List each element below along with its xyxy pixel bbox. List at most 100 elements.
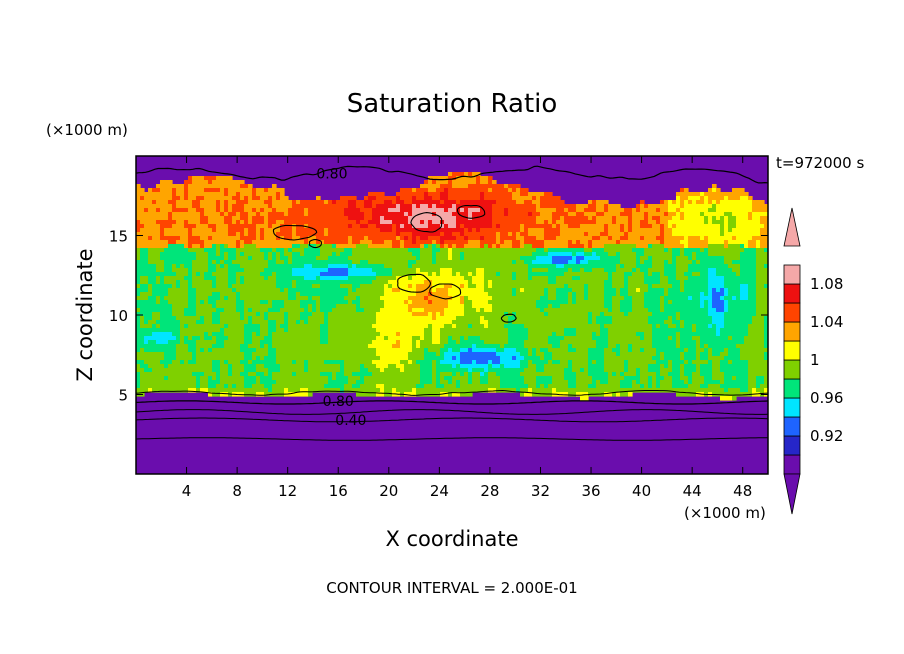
field-cell [268,324,277,329]
field-cell [572,360,589,365]
field-cell [420,252,433,257]
field-cell [428,236,441,241]
field-cell [276,280,293,285]
field-cell [344,368,361,373]
field-cell [168,244,185,249]
field-cell [760,232,768,237]
field-cell [300,252,305,257]
field-cell [352,224,361,229]
field-cell [628,232,661,237]
field-cell [696,368,701,373]
field-cell [256,192,277,197]
field-cell [648,376,653,381]
field-cell [592,248,605,253]
field-cell [188,292,197,297]
field-cell [600,256,621,261]
field-cell [176,264,181,269]
field-cell [744,244,749,249]
field-cell [480,236,485,241]
field-cell [480,376,489,381]
y-axis-label: Z coordinate [73,248,97,381]
field-cell [376,328,425,333]
field-cell [452,204,457,209]
field-cell [608,308,613,313]
field-cell [752,216,761,221]
field-cell [308,308,313,313]
field-cell [680,364,685,369]
field-cell [552,224,557,229]
field-cell [452,324,457,329]
field-cell [200,384,209,389]
field-cell [196,208,205,213]
field-cell [688,244,709,249]
field-cell [152,316,161,321]
field-cell [176,204,193,209]
field-cell [328,376,333,381]
field-cell [540,308,545,313]
field-cell [764,332,768,337]
field-cell [220,372,229,377]
field-cell [292,236,301,241]
field-cell [136,184,141,189]
field-cell [748,332,765,337]
field-cell [672,200,677,205]
field-cell [244,332,253,337]
field-cell [152,288,169,293]
field-cell [224,360,229,365]
field-cell [520,188,529,193]
field-cell [188,304,197,309]
field-cell [548,292,557,297]
field-cell [136,228,141,233]
field-cell [584,212,597,217]
field-cell [144,224,161,229]
field-cell [500,236,517,241]
field-cell [292,272,321,277]
field-cell [416,188,429,193]
field-cell [484,276,513,281]
field-cell [516,312,545,317]
field-cell [544,352,553,357]
field-cell [428,244,433,249]
field-cell [260,312,265,317]
field-cell [636,256,641,261]
field-cell [432,220,441,225]
field-cell [400,236,405,241]
field-cell [180,264,185,269]
field-cell [624,364,629,369]
field-cell [356,200,365,205]
field-cell [668,208,677,213]
field-cell [276,352,377,357]
field-cell [328,320,377,325]
field-cell [192,200,201,205]
field-cell [356,204,365,209]
field-cell [308,316,325,321]
field-cell [540,384,545,389]
field-cell [664,212,669,217]
field-cell [360,260,369,265]
field-cell [652,244,665,249]
field-cell [264,252,269,257]
field-cell [720,328,749,333]
field-cell [468,296,493,301]
field-cell [360,300,385,305]
field-cell [688,264,729,269]
field-cell [172,360,181,365]
field-cell [432,248,441,253]
field-cell [376,272,393,277]
field-cell [288,328,321,333]
field-cell [588,244,593,249]
field-cell [756,312,768,317]
field-cell [456,220,493,225]
field-cell [172,204,177,209]
field-cell [236,192,241,197]
field-cell [172,188,177,193]
field-cell [392,268,417,273]
field-cell [448,336,453,341]
field-cell [176,352,193,357]
field-cell [352,236,365,241]
field-cell [224,260,233,265]
field-cell [452,356,457,361]
field-cell [664,376,673,381]
field-cell [724,308,729,313]
field-cell [604,368,625,373]
